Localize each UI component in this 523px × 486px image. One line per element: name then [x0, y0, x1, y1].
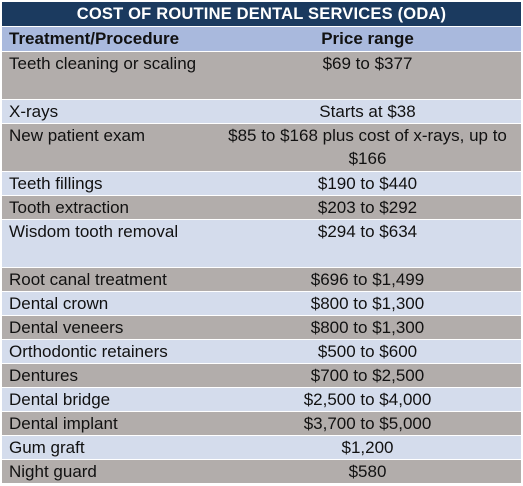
price-cell: $800 to $1,300	[310, 294, 425, 313]
table-row: X-rays Starts at $38	[2, 99, 521, 123]
table-row: Dental veneers $800 to $1,300	[2, 315, 521, 339]
price-cell: $203 to $292	[317, 198, 418, 217]
table-row: Dental implant $3,700 to $5,000	[2, 411, 521, 435]
price-cell: $500 to $600	[317, 342, 418, 361]
table-row: New patient exam $85 to $168 plus cost o…	[2, 123, 521, 171]
table-row: Wisdom tooth removal $294 to $634	[2, 219, 521, 267]
table-row: Orthodontic retainers $500 to $600	[2, 339, 521, 363]
table-row: Gum graft $1,200	[2, 435, 521, 459]
procedure-cell: Teeth fillings	[9, 174, 103, 193]
procedure-cell: Dentures	[9, 366, 78, 385]
header-procedure: Treatment/Procedure	[9, 29, 180, 48]
price-cell: $3,700 to $5,000	[303, 414, 432, 433]
procedure-cell: Night guard	[9, 462, 97, 481]
price-cell: $294 to $634	[317, 222, 418, 241]
procedure-cell: Dental bridge	[9, 390, 111, 409]
procedure-cell: Dental veneers	[9, 318, 124, 337]
procedure-cell: Wisdom tooth removal	[9, 222, 179, 241]
table-row: Root canal treatment $696 to $1,499	[2, 267, 521, 291]
table-row: Dental crown $800 to $1,300	[2, 291, 521, 315]
procedure-cell: Orthodontic retainers	[9, 342, 168, 361]
header-price-range: Price range	[321, 29, 414, 48]
procedure-cell: Gum graft	[9, 438, 85, 457]
procedure-cell: Root canal treatment	[9, 270, 167, 289]
procedure-cell: New patient exam	[9, 126, 146, 145]
procedure-cell: Teeth cleaning or scaling	[9, 54, 197, 73]
table-row: Dentures $700 to $2,500	[2, 363, 521, 387]
price-cell: $696 to $1,499	[310, 270, 425, 289]
procedure-cell: X-rays	[9, 102, 59, 121]
table-row: Dental bridge $2,500 to $4,000	[2, 387, 521, 411]
price-cell: $69 to $377	[322, 54, 413, 73]
table-header-row: Treatment/Procedure Price range	[2, 27, 521, 51]
price-cell: $1,200	[341, 438, 394, 457]
procedure-cell: Dental crown	[9, 294, 109, 313]
procedure-cell: Tooth extraction	[9, 198, 130, 217]
table-row: Tooth extraction $203 to $292	[2, 195, 521, 219]
price-cell: $580	[348, 462, 387, 481]
table-row: Night guard $580	[2, 459, 521, 483]
price-cell: $700 to $2,500	[310, 366, 425, 385]
price-cell: $85 to $168 plus cost of x-rays, up to $…	[228, 126, 507, 168]
price-cell: $800 to $1,300	[310, 318, 425, 337]
table-title: COST OF ROUTINE DENTAL SERVICES (ODA)	[2, 2, 521, 27]
table-row: Teeth cleaning or scaling $69 to $377	[2, 51, 521, 99]
price-cell: Starts at $38	[319, 102, 416, 121]
price-cell: $190 to $440	[317, 174, 418, 193]
table-row: Teeth fillings $190 to $440	[2, 171, 521, 195]
procedure-cell: Dental implant	[9, 414, 118, 433]
price-cell: $2,500 to $4,000	[303, 390, 432, 409]
